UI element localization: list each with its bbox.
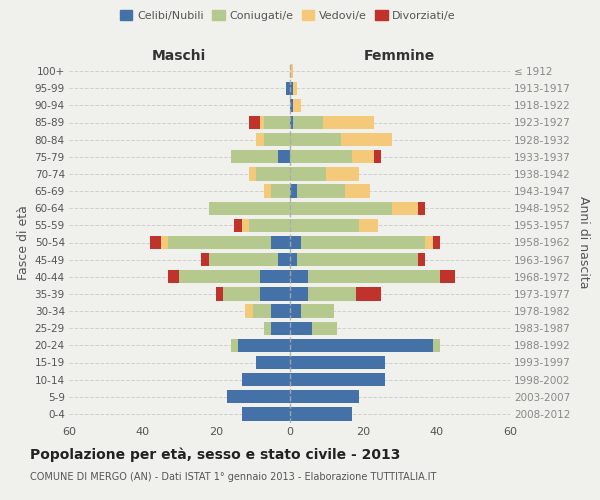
Bar bbox=[264, 184, 271, 198]
Bar bbox=[344, 184, 370, 198]
Bar bbox=[286, 82, 290, 95]
Bar bbox=[290, 356, 385, 369]
Bar bbox=[245, 304, 253, 318]
Bar bbox=[256, 356, 290, 369]
Bar bbox=[352, 150, 374, 164]
Bar bbox=[179, 270, 260, 283]
Bar bbox=[209, 202, 290, 215]
Bar bbox=[209, 253, 278, 266]
Bar bbox=[290, 338, 433, 352]
Text: Maschi: Maschi bbox=[152, 50, 206, 64]
Bar bbox=[290, 98, 293, 112]
Bar bbox=[161, 236, 168, 249]
Bar bbox=[290, 322, 311, 335]
Bar bbox=[290, 202, 392, 215]
Bar bbox=[418, 202, 425, 215]
Bar bbox=[359, 218, 378, 232]
Bar bbox=[271, 236, 290, 249]
Bar bbox=[425, 236, 433, 249]
Bar bbox=[297, 184, 344, 198]
Bar bbox=[290, 253, 297, 266]
Text: COMUNE DI MERGO (AN) - Dati ISTAT 1° gennaio 2013 - Elaborazione TUTTITALIA.IT: COMUNE DI MERGO (AN) - Dati ISTAT 1° gen… bbox=[30, 472, 436, 482]
Bar bbox=[216, 287, 223, 300]
Bar bbox=[290, 82, 293, 95]
Bar bbox=[260, 287, 290, 300]
Y-axis label: Anni di nascita: Anni di nascita bbox=[577, 196, 590, 289]
Bar bbox=[271, 322, 290, 335]
Bar bbox=[249, 167, 256, 180]
Bar bbox=[290, 150, 352, 164]
Bar bbox=[168, 236, 271, 249]
Bar bbox=[356, 287, 382, 300]
Bar bbox=[301, 236, 425, 249]
Bar bbox=[264, 322, 271, 335]
Bar bbox=[271, 184, 290, 198]
Bar bbox=[260, 116, 264, 129]
Bar bbox=[440, 270, 455, 283]
Bar bbox=[290, 133, 341, 146]
Bar bbox=[293, 82, 297, 95]
Bar bbox=[231, 150, 278, 164]
Bar bbox=[290, 184, 297, 198]
Bar bbox=[264, 116, 290, 129]
Bar bbox=[418, 253, 425, 266]
Bar bbox=[308, 287, 356, 300]
Bar bbox=[238, 338, 290, 352]
Bar bbox=[290, 218, 359, 232]
Legend: Celibi/Nubili, Coniugati/e, Vedovi/e, Divorziati/e: Celibi/Nubili, Coniugati/e, Vedovi/e, Di… bbox=[116, 6, 460, 25]
Bar bbox=[290, 390, 359, 404]
Bar bbox=[253, 304, 271, 318]
Bar bbox=[290, 373, 385, 386]
Bar bbox=[256, 167, 290, 180]
Bar bbox=[249, 218, 290, 232]
Bar bbox=[223, 287, 260, 300]
Bar bbox=[264, 133, 290, 146]
Bar bbox=[242, 407, 290, 420]
Bar bbox=[231, 338, 238, 352]
Bar bbox=[290, 270, 308, 283]
Bar bbox=[374, 150, 382, 164]
Bar bbox=[341, 133, 392, 146]
Bar bbox=[290, 407, 352, 420]
Bar bbox=[297, 253, 418, 266]
Bar bbox=[293, 98, 301, 112]
Bar bbox=[256, 133, 264, 146]
Bar bbox=[290, 287, 308, 300]
Bar bbox=[433, 236, 440, 249]
Bar bbox=[260, 270, 290, 283]
Bar bbox=[392, 202, 418, 215]
Y-axis label: Fasce di età: Fasce di età bbox=[17, 205, 31, 280]
Bar bbox=[278, 253, 290, 266]
Bar bbox=[271, 304, 290, 318]
Bar bbox=[168, 270, 179, 283]
Bar bbox=[150, 236, 161, 249]
Bar bbox=[326, 167, 359, 180]
Bar bbox=[235, 218, 242, 232]
Bar bbox=[242, 373, 290, 386]
Bar bbox=[301, 304, 334, 318]
Bar bbox=[242, 218, 249, 232]
Bar bbox=[433, 338, 440, 352]
Bar bbox=[290, 304, 301, 318]
Bar bbox=[278, 150, 290, 164]
Bar bbox=[323, 116, 374, 129]
Bar bbox=[311, 322, 337, 335]
Bar bbox=[202, 253, 209, 266]
Bar bbox=[290, 236, 301, 249]
Bar bbox=[293, 116, 323, 129]
Bar bbox=[290, 116, 293, 129]
Text: Popolazione per età, sesso e stato civile - 2013: Popolazione per età, sesso e stato civil… bbox=[30, 448, 400, 462]
Bar bbox=[308, 270, 440, 283]
Bar bbox=[290, 64, 293, 78]
Bar bbox=[249, 116, 260, 129]
Bar bbox=[290, 167, 326, 180]
Text: Femmine: Femmine bbox=[364, 50, 436, 64]
Bar bbox=[227, 390, 290, 404]
